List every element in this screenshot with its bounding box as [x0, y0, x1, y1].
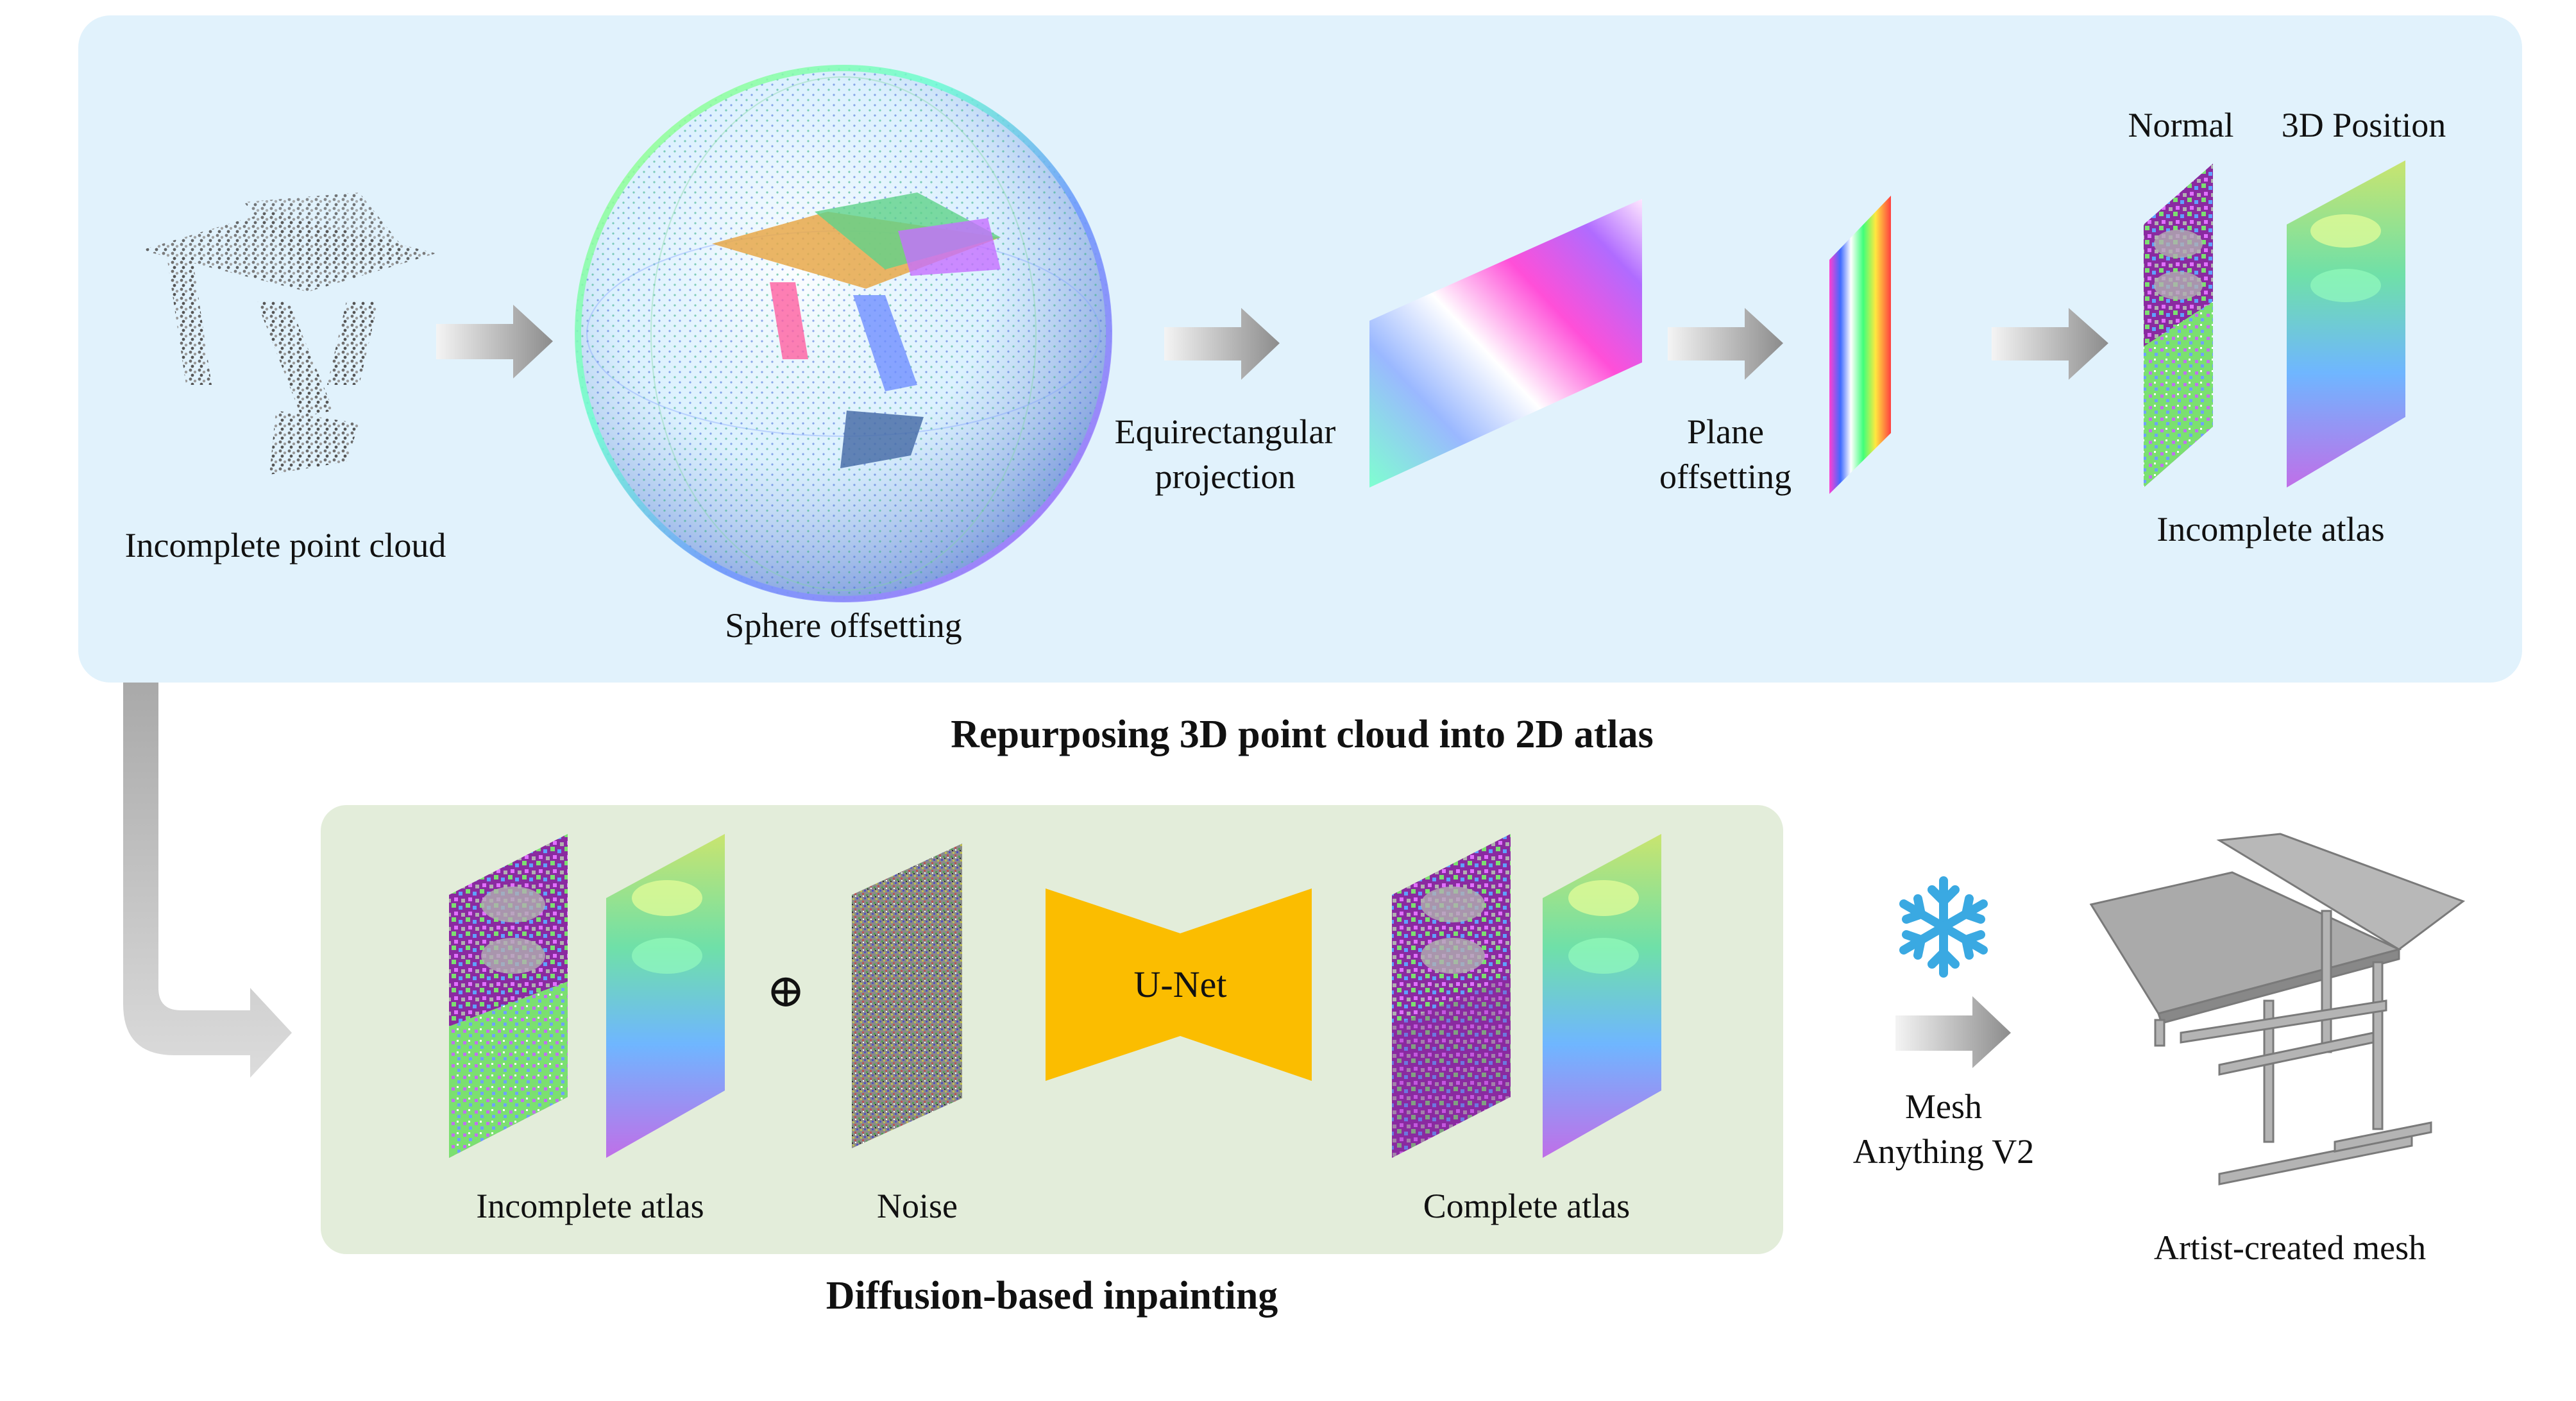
bottom-incomplete-atlas-position: [606, 834, 725, 1158]
plane-offset-image: [1829, 196, 1891, 494]
arrow-5: [1895, 996, 2011, 1068]
mesh-image: [2089, 833, 2466, 1185]
normal-label: Normal: [2128, 106, 2234, 144]
bottom-title: Diffusion-based inpainting: [826, 1274, 1278, 1318]
top-atlas-label: Incomplete atlas: [2157, 510, 2385, 548]
arrow-1: [436, 305, 553, 378]
plus-symbol: ⊕: [766, 965, 806, 1017]
sphere-image: [575, 65, 1112, 602]
snowflake-icon: [1899, 876, 1988, 978]
mesh-label: Artist-created mesh: [2153, 1228, 2427, 1267]
unet-block: [1046, 888, 1312, 1081]
unet-label: U-Net: [1133, 964, 1227, 1005]
complete-atlas-normal: [1392, 834, 1511, 1158]
bottom-incomplete-atlas-label: Incomplete atlas: [476, 1187, 704, 1225]
equirectangular-image: [1369, 199, 1642, 488]
point-cloud-image: [141, 192, 436, 475]
complete-atlas-position: [1543, 834, 1661, 1158]
arrow-4: [1992, 308, 2108, 380]
sphere-label: Sphere offsetting: [725, 606, 962, 645]
top-title: Repurposing 3D point cloud into 2D atlas: [951, 713, 1654, 756]
equirect-label-line1: Equirectangular: [1114, 412, 1336, 451]
top-atlas-normal: [2144, 164, 2213, 488]
arrow-2: [1164, 308, 1280, 380]
point-cloud-label: Incomplete point cloud: [124, 526, 446, 565]
model-label-line1: Mesh: [1905, 1087, 1982, 1126]
noise-label: Noise: [877, 1187, 958, 1225]
down-arrow: [123, 683, 292, 1078]
noise-image: [852, 844, 962, 1148]
top-atlas-position: [2287, 160, 2405, 488]
complete-atlas-label: Complete atlas: [1423, 1187, 1631, 1225]
model-label-line2: Anything V2: [1852, 1132, 2035, 1171]
arrow-3: [1668, 308, 1783, 380]
plane-label-line1: Plane: [1687, 412, 1764, 451]
plane-label-line2: offsetting: [1659, 457, 1792, 496]
bottom-incomplete-atlas-normal: [449, 834, 568, 1158]
equirect-label-line2: projection: [1155, 457, 1296, 496]
position-label: 3D Position: [2281, 106, 2446, 144]
